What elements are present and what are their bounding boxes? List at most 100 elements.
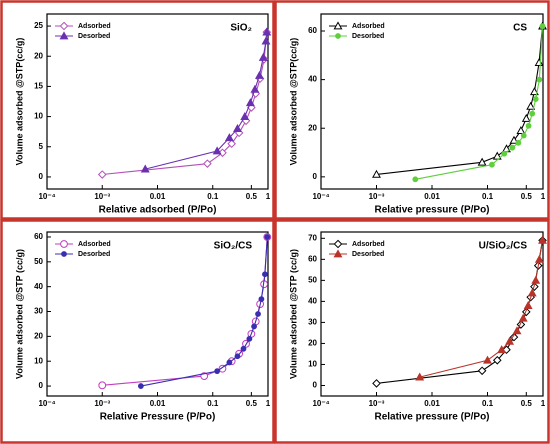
y-tick-label: 20 xyxy=(34,51,43,60)
y-tick-label: 30 xyxy=(308,318,317,327)
x-tick-label: 0.5 xyxy=(521,399,533,408)
x-tick-label: 0.01 xyxy=(150,399,166,408)
data-point-adsorbed xyxy=(227,139,236,149)
data-point-desorbed xyxy=(251,323,257,330)
data-point-adsorbed xyxy=(509,332,519,342)
plot-area-frame xyxy=(320,13,544,190)
legend-swatch-marker xyxy=(335,33,341,39)
series-line-adsorbed xyxy=(102,236,268,386)
data-point-desorbed xyxy=(512,326,522,335)
data-point-adsorbed xyxy=(218,148,227,158)
data-point-adsorbed xyxy=(526,101,536,110)
y-tick-label: 60 xyxy=(34,232,43,241)
chart-title: U/SiO₂/CS xyxy=(479,241,528,252)
legend-swatch-marker xyxy=(59,31,69,40)
data-point-desorbed xyxy=(534,254,544,263)
data-point-desorbed xyxy=(214,368,221,375)
y-tick-label: 25 xyxy=(34,21,43,30)
y-tick-label: 50 xyxy=(308,275,317,284)
data-point-desorbed xyxy=(488,161,495,168)
data-point-desorbed xyxy=(240,111,250,120)
chart-panel-2: 10⁻⁴ 10⁻³ 0.01 0.1 0.5 1 0 20 40 60 Relative press… xyxy=(288,13,547,216)
data-point-adsorbed xyxy=(98,381,107,390)
x-tick-label: 0.01 xyxy=(424,192,440,201)
data-point-desorbed xyxy=(483,355,492,364)
data-point-desorbed xyxy=(525,122,532,129)
data-point-desorbed xyxy=(254,70,264,79)
data-point-desorbed xyxy=(520,132,527,139)
x-tick-label: 0.1 xyxy=(482,192,494,201)
series-line-desorbed xyxy=(140,236,268,387)
data-point-desorbed xyxy=(529,110,536,117)
x-tick-label: 1 xyxy=(266,192,271,201)
data-point-adsorbed xyxy=(203,159,212,168)
data-point-desorbed xyxy=(515,139,522,146)
data-point-desorbed xyxy=(250,84,260,93)
data-point-desorbed xyxy=(501,150,508,157)
y-tick-label: 15 xyxy=(34,82,43,91)
x-tick-label: 1 xyxy=(266,399,271,408)
x-axis-title: Relative pressure (P/Po) xyxy=(374,205,489,216)
x-tick-label: 10⁻³ xyxy=(94,192,110,201)
series-line-adsorbed xyxy=(376,26,544,175)
x-tick-label: 10⁻³ xyxy=(369,192,385,201)
y-tick-label: 20 xyxy=(34,331,43,340)
y-tick-label: 10 xyxy=(34,112,43,121)
data-point-desorbed xyxy=(226,359,233,366)
data-point-adsorbed xyxy=(492,355,502,365)
data-point-adsorbed xyxy=(218,364,227,373)
data-point-adsorbed xyxy=(521,113,531,122)
x-tick-label: 0.1 xyxy=(207,399,219,408)
series-line-adsorbed xyxy=(376,240,544,384)
y-tick-label: 5 xyxy=(39,142,44,151)
y-tick-label: 10 xyxy=(308,360,317,369)
data-point-desorbed xyxy=(224,133,234,142)
data-point-desorbed xyxy=(412,176,419,183)
data-point-desorbed xyxy=(538,235,547,244)
x-tick-label: 10⁻⁴ xyxy=(312,192,329,201)
legend-swatch-marker xyxy=(333,21,343,30)
legend-label: Desorbed xyxy=(352,251,384,258)
legend-label: Adsorbed xyxy=(352,23,385,30)
data-point-desorbed xyxy=(536,76,543,83)
y-axis-title: Volume adsorbed @STP(cc/g) xyxy=(288,38,298,166)
chart-panel-4: 10⁻⁴ 10⁻³ 0.01 0.1 0.5 1010203040506070Relati… xyxy=(288,231,547,423)
y-tick-label: 10 xyxy=(34,356,43,365)
data-point-adsorbed xyxy=(372,169,381,178)
data-point-desorbed xyxy=(137,383,144,389)
x-axis-title: Relative Pressure (P/Po) xyxy=(100,412,216,423)
data-point-adsorbed xyxy=(521,307,531,317)
data-point-adsorbed xyxy=(534,57,544,66)
chart-title: CS xyxy=(513,23,527,34)
legend-swatch-marker xyxy=(333,239,343,249)
data-point-desorbed xyxy=(261,36,271,45)
data-point-adsorbed xyxy=(516,126,526,135)
y-axis-title: Volume adsorbed @STP (cc/g) xyxy=(14,249,24,379)
panel-frame-c xyxy=(0,219,275,444)
y-tick-label: 60 xyxy=(308,254,317,263)
chart-title: SiO₂/CS xyxy=(214,241,253,252)
x-tick-label: 10⁻⁴ xyxy=(38,192,55,201)
x-tick-label: 0.5 xyxy=(521,192,533,201)
series-line-desorbed xyxy=(415,26,544,180)
legend-swatch-marker xyxy=(60,240,68,248)
data-point-desorbed xyxy=(523,300,533,309)
legend-label: Adsorbed xyxy=(78,241,111,248)
data-point-desorbed xyxy=(212,146,222,155)
data-point-desorbed xyxy=(240,345,247,352)
chart-title: SiO₂ xyxy=(230,23,252,34)
x-tick-label: 10⁻⁴ xyxy=(38,399,55,408)
y-tick-label: 40 xyxy=(308,296,317,305)
y-tick-label: 20 xyxy=(308,123,317,132)
data-point-desorbed xyxy=(233,124,242,133)
legend-swatch-marker xyxy=(59,21,69,31)
x-tick-label: 0.01 xyxy=(424,399,440,408)
y-axis-title: Volume adsorbed @STP (cc/g) xyxy=(288,249,298,379)
panel-frame-b xyxy=(274,0,550,220)
data-point-desorbed xyxy=(497,345,507,354)
y-tick-label: 0 xyxy=(313,381,318,390)
data-point-desorbed xyxy=(245,98,255,107)
